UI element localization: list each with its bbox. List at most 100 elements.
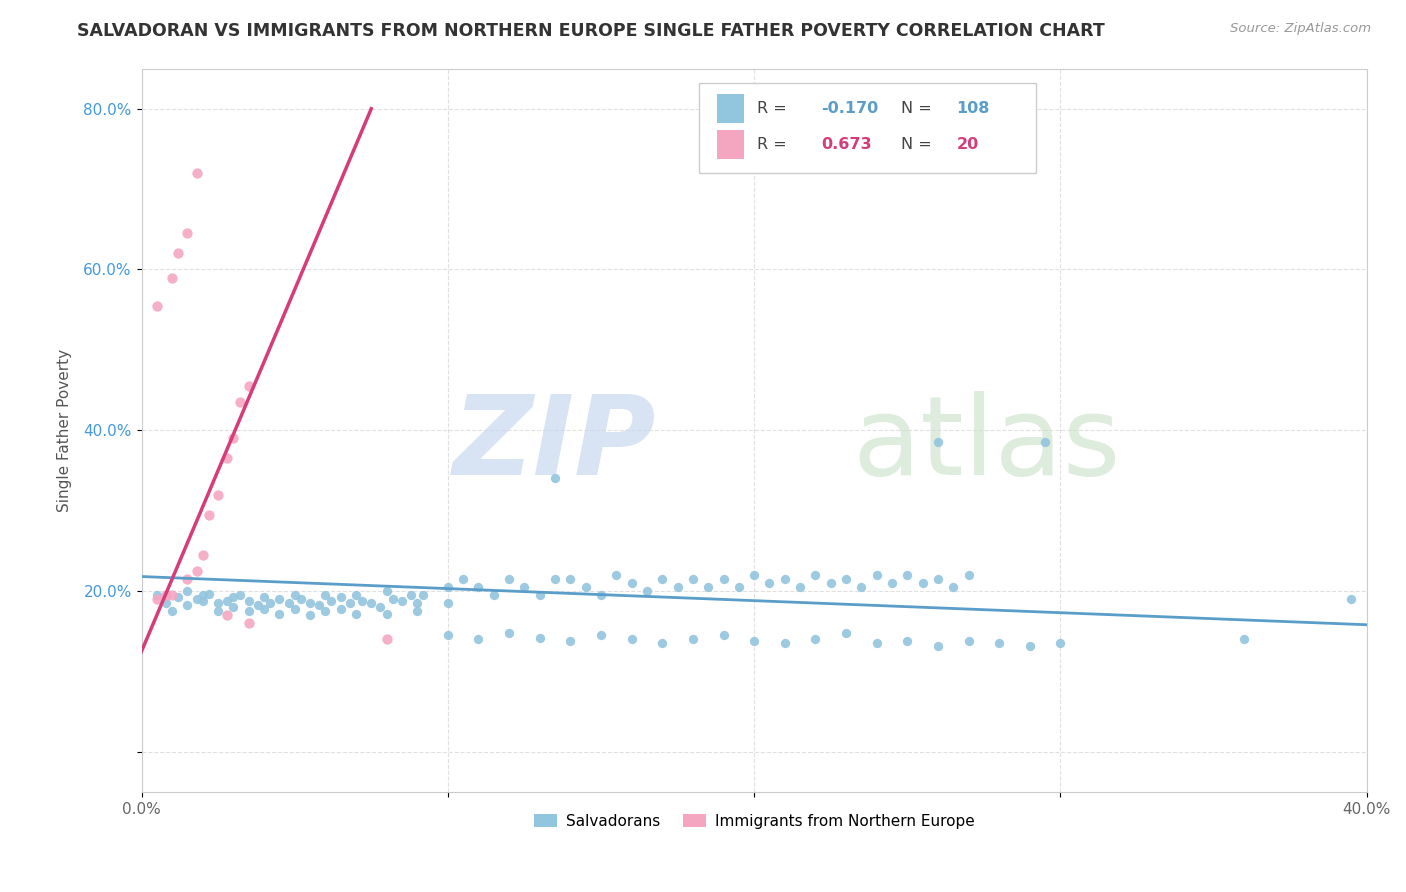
- Point: [238, 604, 260, 618]
- Point: [160, 604, 183, 618]
- Text: 108: 108: [956, 101, 990, 116]
- Point: [866, 636, 889, 650]
- FancyBboxPatch shape: [717, 130, 744, 159]
- Point: [191, 588, 214, 602]
- Point: [290, 592, 312, 607]
- Point: [176, 584, 198, 599]
- Point: [1340, 592, 1362, 607]
- Point: [207, 596, 229, 610]
- Point: [228, 395, 250, 409]
- Point: [375, 607, 398, 621]
- Point: [406, 604, 429, 618]
- Point: [682, 572, 704, 586]
- Point: [713, 572, 735, 586]
- Point: [529, 631, 551, 645]
- Point: [529, 588, 551, 602]
- Text: ZIP: ZIP: [453, 392, 657, 499]
- Point: [758, 576, 780, 591]
- Point: [835, 572, 858, 586]
- Point: [217, 608, 239, 623]
- Point: [198, 587, 221, 601]
- Point: [820, 576, 842, 591]
- Text: N =: N =: [901, 101, 936, 116]
- Point: [727, 580, 749, 594]
- Point: [467, 580, 489, 594]
- Point: [773, 572, 796, 586]
- Point: [207, 604, 229, 618]
- Text: 20: 20: [956, 137, 979, 152]
- Point: [186, 564, 208, 578]
- FancyBboxPatch shape: [699, 83, 1036, 173]
- Point: [406, 596, 429, 610]
- Point: [269, 607, 291, 621]
- Text: SALVADORAN VS IMMIGRANTS FROM NORTHERN EUROPE SINGLE FATHER POVERTY CORRELATION : SALVADORAN VS IMMIGRANTS FROM NORTHERN E…: [77, 22, 1105, 40]
- Point: [713, 628, 735, 642]
- Point: [927, 572, 949, 586]
- Point: [186, 166, 208, 180]
- Point: [155, 588, 177, 602]
- Point: [146, 592, 169, 607]
- Point: [1018, 639, 1040, 653]
- Point: [697, 580, 720, 594]
- Point: [238, 616, 260, 631]
- Point: [217, 451, 239, 466]
- Point: [482, 588, 505, 602]
- Point: [339, 596, 361, 610]
- FancyBboxPatch shape: [717, 94, 744, 123]
- Point: [186, 592, 208, 607]
- Point: [370, 600, 392, 615]
- Point: [589, 588, 612, 602]
- Point: [927, 435, 949, 450]
- Point: [835, 625, 858, 640]
- Point: [513, 580, 536, 594]
- Point: [666, 580, 689, 594]
- Text: 0.673: 0.673: [821, 137, 872, 152]
- Point: [191, 548, 214, 562]
- Point: [238, 593, 260, 607]
- Point: [942, 580, 965, 594]
- Point: [911, 576, 934, 591]
- Point: [896, 568, 918, 582]
- Point: [851, 580, 873, 594]
- Point: [620, 576, 643, 591]
- Point: [451, 572, 474, 586]
- Point: [314, 588, 336, 602]
- Point: [329, 601, 352, 615]
- Point: [544, 572, 567, 586]
- Point: [1233, 632, 1256, 647]
- Point: [222, 431, 245, 445]
- Point: [167, 591, 190, 605]
- Legend: Salvadorans, Immigrants from Northern Europe: Salvadorans, Immigrants from Northern Eu…: [527, 807, 981, 835]
- Point: [467, 632, 489, 647]
- Point: [412, 588, 434, 602]
- Point: [277, 596, 299, 610]
- Point: [375, 632, 398, 647]
- Point: [896, 633, 918, 648]
- Point: [957, 633, 980, 648]
- Point: [544, 471, 567, 485]
- Point: [742, 568, 765, 582]
- Point: [589, 628, 612, 642]
- Point: [352, 593, 374, 607]
- Point: [238, 379, 260, 393]
- Point: [560, 572, 582, 586]
- Point: [344, 588, 367, 602]
- Point: [344, 607, 367, 621]
- Point: [228, 588, 250, 602]
- Point: [160, 588, 183, 602]
- Point: [437, 580, 460, 594]
- Point: [927, 639, 949, 653]
- Text: atlas: atlas: [852, 392, 1121, 499]
- Point: [269, 592, 291, 607]
- Point: [560, 633, 582, 648]
- Point: [198, 508, 221, 522]
- Point: [176, 598, 198, 612]
- Point: [1033, 435, 1056, 450]
- Point: [284, 588, 307, 602]
- Point: [308, 599, 330, 613]
- Text: R =: R =: [756, 101, 792, 116]
- Point: [498, 625, 520, 640]
- Point: [575, 580, 598, 594]
- Point: [636, 584, 658, 599]
- Point: [399, 588, 422, 602]
